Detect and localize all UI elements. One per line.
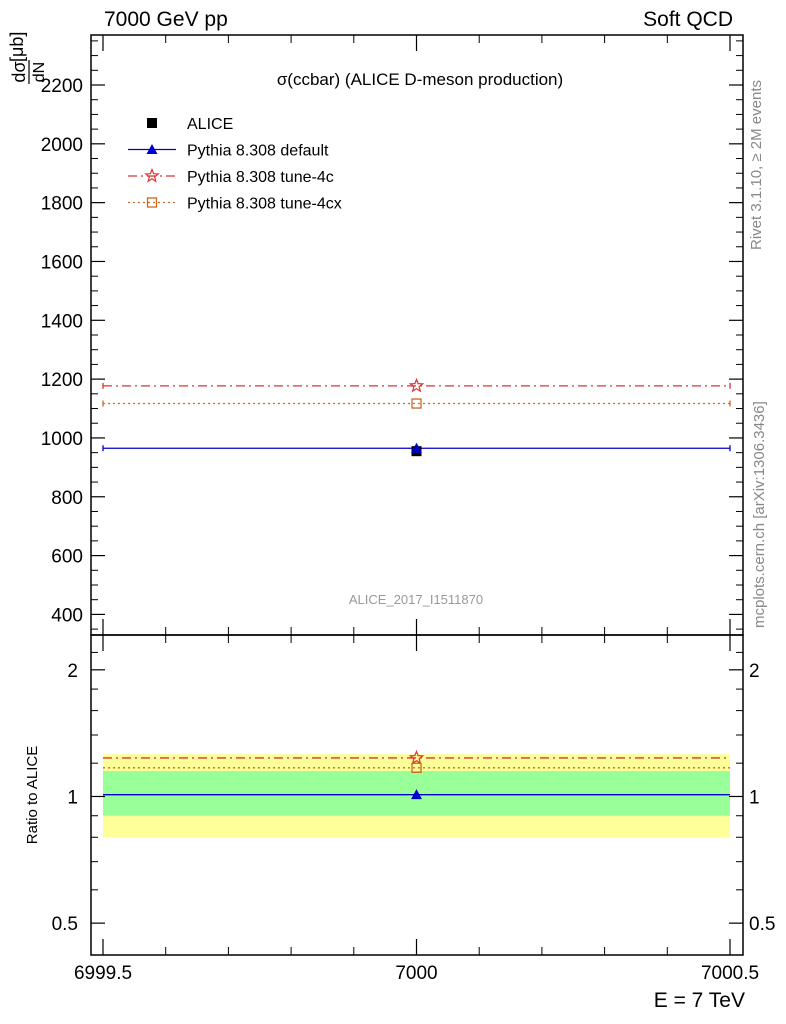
- legend-marker-alice: [147, 118, 157, 128]
- plot-title: σ(ccbar) (ALICE D-meson production): [277, 70, 563, 89]
- ratio-y-tick-label-2: 2: [67, 661, 78, 682]
- header-energy-label: 7000 GeV pp: [104, 8, 228, 31]
- data-markers: [408, 377, 425, 800]
- series-marker-ratio-2: [411, 762, 422, 773]
- ratio-y-axis-label: Ratio to ALICE: [24, 746, 41, 844]
- x-tick-label-1: 7000: [395, 963, 437, 984]
- main-y-tick-label-2: 800: [51, 488, 83, 509]
- main-y-tick-label-3: 1000: [41, 429, 83, 450]
- ratio-y-tick-label-0: 0.5: [52, 914, 78, 935]
- series-marker-main-2: [411, 398, 422, 409]
- legend-label-1: Pythia 8.308 tune-4c: [187, 169, 334, 186]
- legend-label-2: Pythia 8.308 tune-4cx: [187, 196, 342, 213]
- main-y-tick-label-8: 2000: [41, 135, 83, 156]
- main-y-tick-label-6: 1600: [41, 252, 83, 273]
- series-marker-main-0: [411, 442, 422, 453]
- y-label-unit: [μb]: [7, 32, 27, 62]
- series-marker-ratio-1: [408, 749, 425, 765]
- ratio-y-tick-label-1: 1: [67, 787, 78, 808]
- legend-marker-2: [146, 197, 158, 208]
- ratio-y-tick-label-right-1: 1: [749, 787, 760, 808]
- legend-label-alice: ALICE: [187, 116, 233, 133]
- x-tick-label-0: 6999.5: [74, 963, 132, 984]
- x-axis-label: E = 7 TeV: [654, 989, 745, 1012]
- ratio-y-tick-label-right-2: 2: [749, 661, 760, 682]
- main-y-tick-label-1: 600: [51, 547, 83, 568]
- axis-tick-labels: 6999.5 7000 7000.5 400 600 800 1000 1200 1400 160…: [41, 76, 776, 984]
- series-marker-ratio-0: [411, 789, 422, 800]
- main-y-tick-label-9: 2200: [41, 76, 83, 97]
- header-category-label: Soft QCD: [643, 8, 733, 31]
- ratio-y-tick-label-right-0: 0.5: [749, 914, 775, 935]
- rivet-label: Rivet 3.1.10, ≥ 2M events: [748, 80, 765, 250]
- legend-marker-0: [146, 144, 158, 154]
- mcplots-label: mcplots.cern.ch [arXiv:1306.3436]: [751, 401, 768, 628]
- axis-ticks: [91, 35, 743, 955]
- main-y-tick-label-5: 1400: [41, 311, 83, 332]
- series-marker-main-1: [408, 377, 425, 393]
- main-y-tick-label-7: 1800: [41, 194, 83, 215]
- main-y-tick-label-4: 1200: [41, 370, 83, 391]
- x-tick-label-2: 7000.5: [701, 963, 759, 984]
- legend: ALICE Pythia 8.308 default Pythia 8.308 tu…: [128, 116, 342, 213]
- analysis-id: ALICE_2017_I1511870: [349, 592, 483, 607]
- legend-label-0: Pythia 8.308 default: [187, 143, 329, 160]
- y-label-numerator: dσ: [9, 61, 29, 82]
- legend-marker-1: [144, 167, 160, 183]
- main-y-axis-label: dσ dN: [9, 60, 48, 84]
- main-y-tick-label-0: 400: [51, 605, 83, 626]
- y-label-denominator: dN: [31, 62, 48, 82]
